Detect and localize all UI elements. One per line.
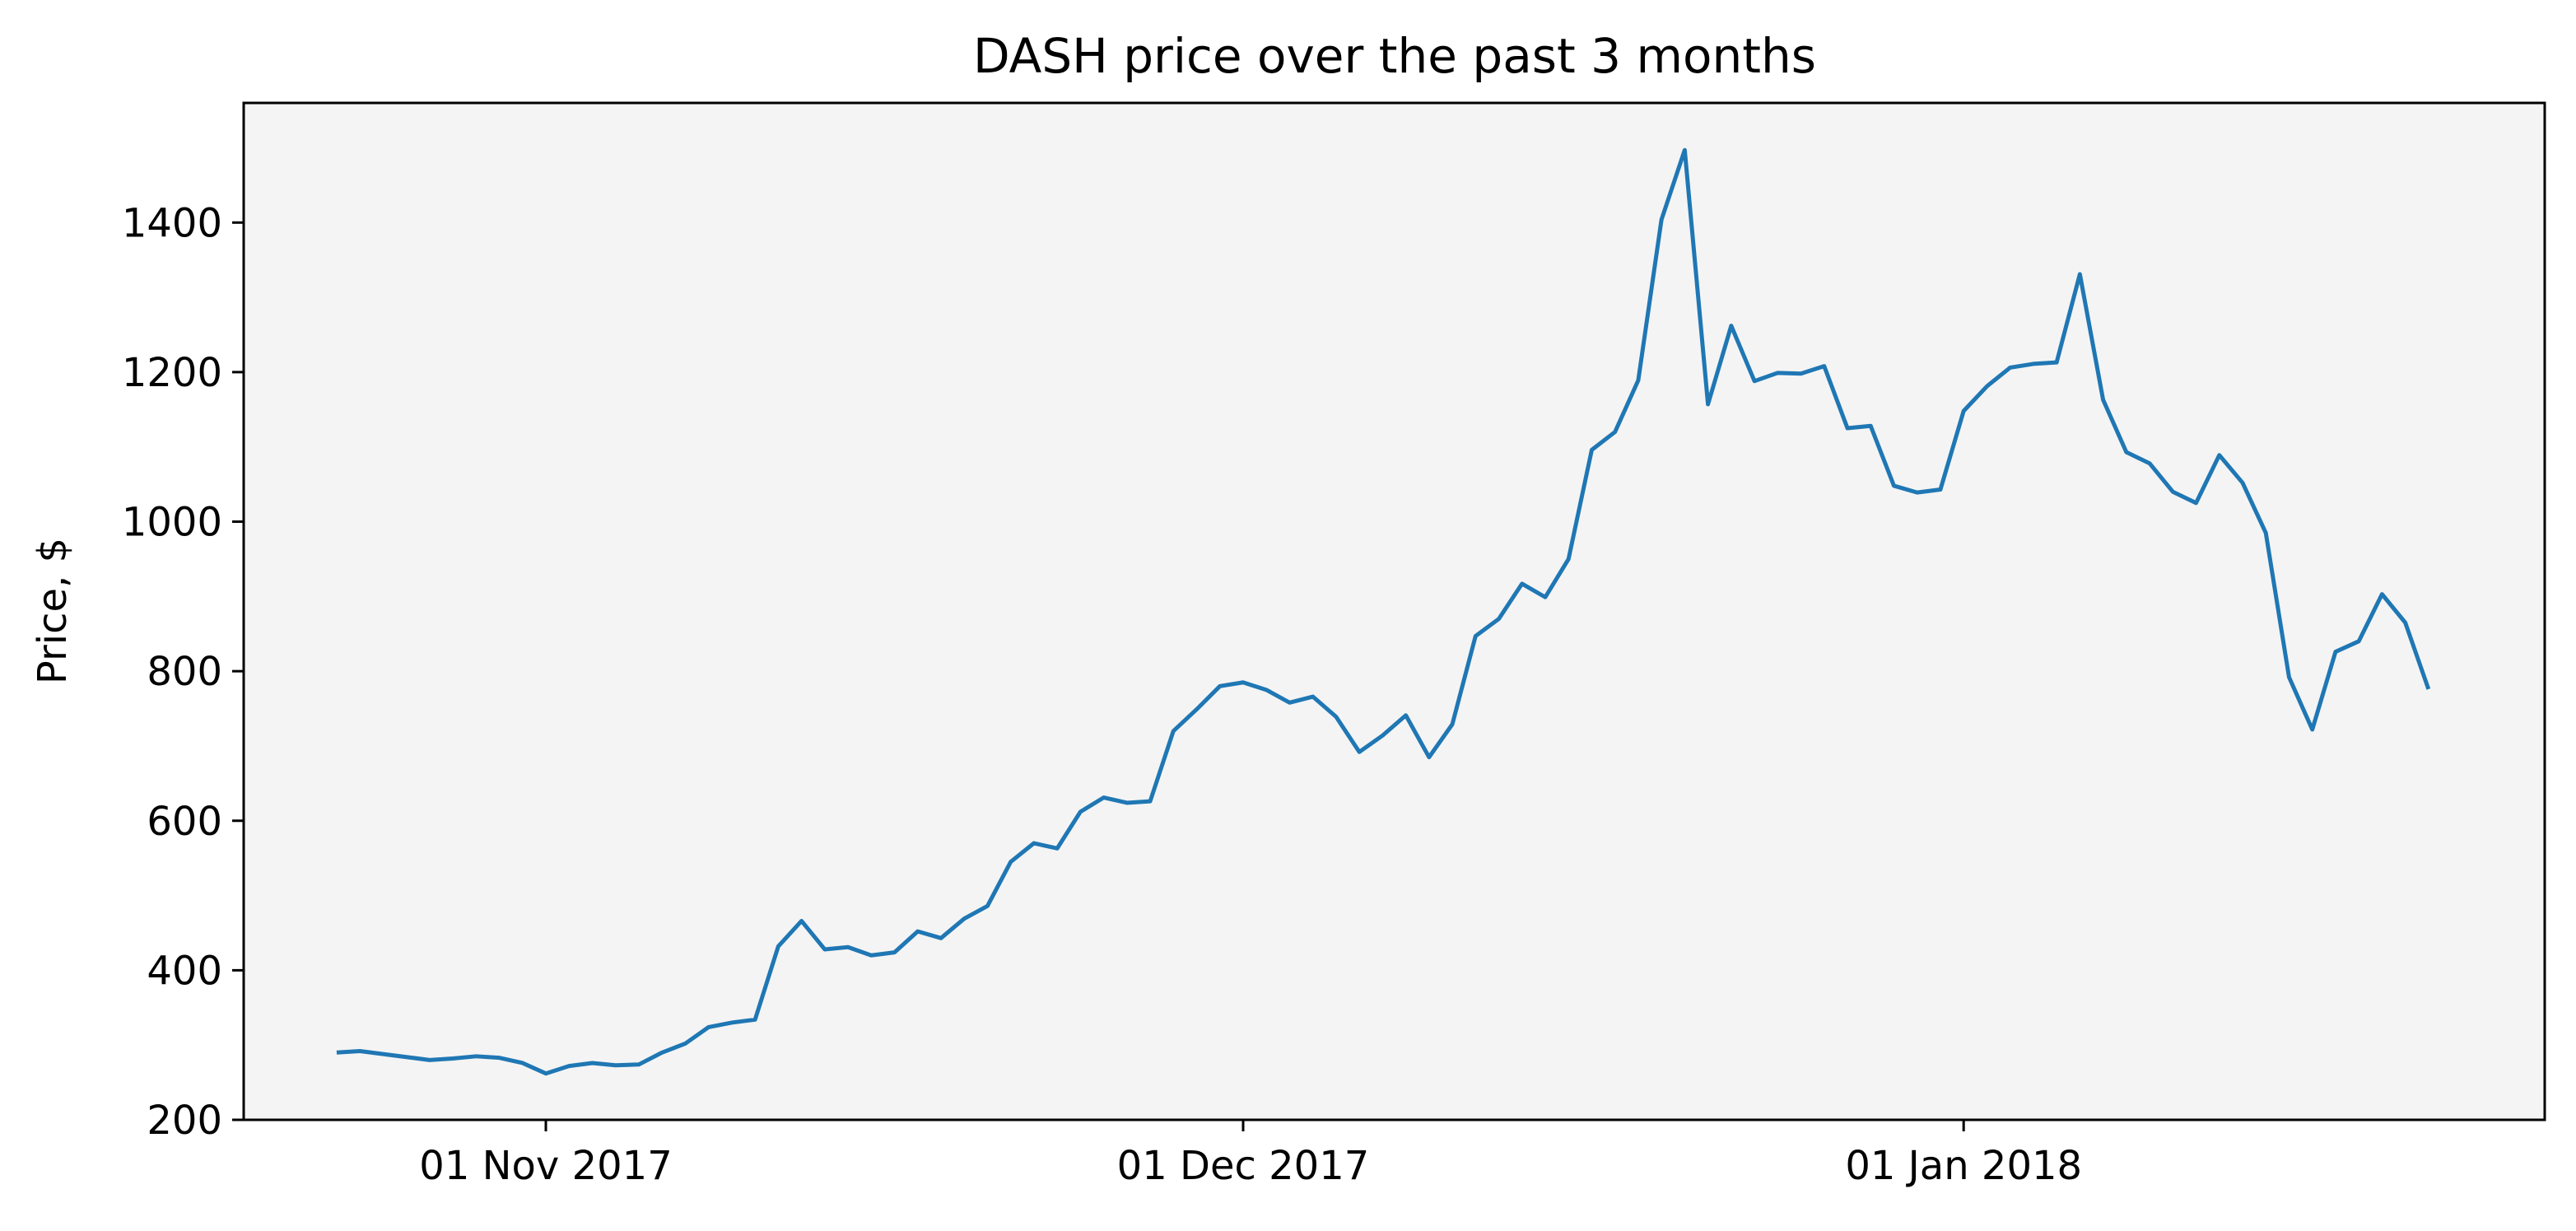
y-tick-label: 1200	[122, 350, 222, 396]
y-tick-label: 800	[147, 649, 222, 695]
series-line-0	[336, 147, 2431, 1076]
chart-title: DASH price over the past 3 months	[973, 28, 1816, 84]
x-tick-label: 01 Nov 2017	[419, 1143, 672, 1189]
plot-area	[244, 103, 2545, 1120]
y-tick-label: 1400	[122, 200, 222, 246]
x-axis: 01 Nov 2017 01 Dec 2017 01 Jan 2018	[419, 1120, 2082, 1189]
y-tick-label: 400	[147, 948, 222, 994]
series-layer	[336, 147, 2431, 1076]
y-axis: 200 400 600 800 1000 1200 1400	[122, 200, 244, 1144]
y-axis-label: Price, $	[30, 538, 76, 684]
x-tick-label: 01 Dec 2017	[1117, 1143, 1370, 1189]
y-tick-label: 200	[147, 1098, 222, 1144]
y-tick-label: 600	[147, 799, 222, 845]
x-tick-label: 01 Jan 2018	[1845, 1143, 2082, 1189]
plot-frame	[242, 101, 2546, 1121]
y-tick-label: 1000	[122, 500, 222, 546]
